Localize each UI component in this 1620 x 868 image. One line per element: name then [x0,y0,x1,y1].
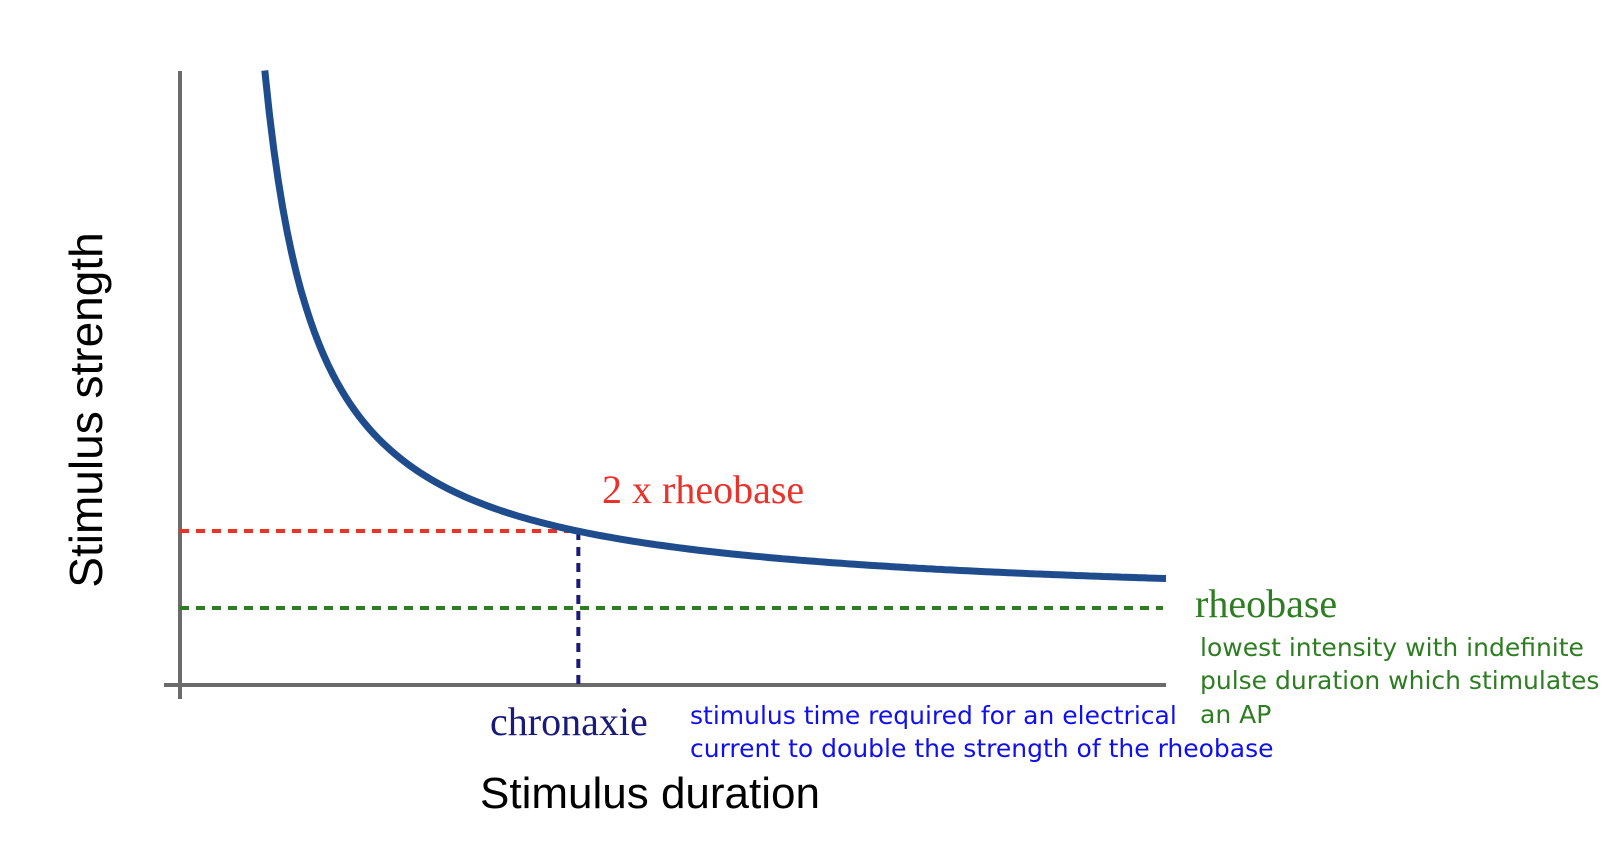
rheobase-desc-line: pulse duration which stimulates [1200,666,1599,695]
x-axis-label: Stimulus duration [480,769,820,818]
strength-duration-curve [261,70,1167,582]
rheobase-label: rheobase [1195,581,1337,626]
double-rheobase-label: 2 x rheobase [602,467,804,512]
y-axis-label: Stimulus strength [60,232,112,587]
rheobase-desc-line: lowest intensity with indefinite [1200,633,1584,662]
chronaxie-desc-line: current to double the strength of the rh… [690,734,1274,763]
chronaxie-label: chronaxie [490,699,648,744]
chronaxie-desc-line: stimulus time required for an electrical [690,701,1177,730]
rheobase-desc-line: an AP [1200,700,1271,729]
